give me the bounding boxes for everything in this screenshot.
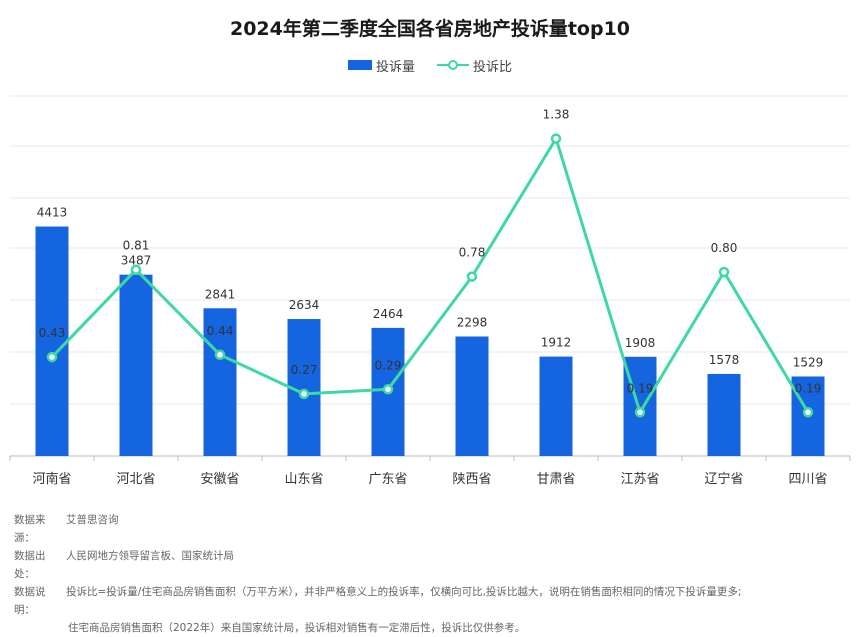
origin-text: 人民网地方领导留言板、国家统计局 [66,550,234,562]
bar-value-label: 1529 [793,355,824,369]
explain-text-1: 投诉比=投诉量/住宅商品房销售面积（万平方米），并非严格意义上的投诉率，仅横向可… [66,586,742,598]
ratio-value-label: 0.43 [39,326,66,340]
ratio-value-label: 0.44 [207,324,234,338]
bar-2[interactable] [119,274,153,456]
x-tick-label: 安徽省 [200,472,239,487]
bar-value-label: 1908 [625,336,656,350]
x-tick-label: 山东省 [284,472,323,487]
bar-9[interactable] [707,373,741,456]
origin-label: 数据出处： [14,550,46,580]
ratio-point-6[interactable] [466,271,478,282]
legend: 投诉量 投诉比 [0,56,860,75]
bar-7[interactable] [539,356,573,456]
ratio-value-label: 0.19 [795,381,822,395]
legend-line-swatch [437,60,469,70]
ratio-point-1[interactable] [46,351,58,363]
bar-value-label: 2298 [457,316,488,330]
x-tick-label: 陕西省 [452,472,491,487]
legend-label-ratio: 投诉比 [473,59,513,75]
bar-value-label: 1912 [541,336,572,350]
ratio-value-label: 0.81 [123,239,150,253]
bar-value-label: 2841 [205,287,236,301]
source-label: 数据来源： [14,514,46,544]
x-tick-label: 河北省 [116,472,155,487]
bar-value-label: 4413 [37,206,68,220]
bar-value-label: 2464 [373,307,404,321]
ratio-point-5[interactable] [382,384,394,395]
ratio-value-label: 0.78 [459,246,486,260]
ratio-line [50,137,810,414]
source-text: 艾普思咨询 [66,514,119,526]
ratio-value-label: 0.27 [291,363,318,377]
ratio-point-3[interactable] [214,349,226,361]
x-tick-label: 四川省 [788,472,827,487]
chart-plot: 4413 河南省 3487 河北省 2841 安徽省 2634 山东省 2464 广东省 2298 陕… [9,95,851,487]
ratio-point-2[interactable] [130,264,142,275]
ratio-point-9[interactable] [718,266,730,278]
legend-item-ratio[interactable]: 投诉比 [437,56,512,75]
ratio-value-label: 0.80 [711,241,738,255]
explain-label: 数据说明： [14,586,46,616]
ratio-point-4[interactable] [298,388,310,400]
legend-item-complaints[interactable]: 投诉量 [347,56,415,75]
bar-6[interactable] [455,336,489,456]
data-notes: 数据来源： 艾普思咨询 数据出处： 人民网地方领导留言板、国家统计局 数据说明：… [14,511,741,637]
bar-value-label: 1578 [709,353,740,367]
ratio-value-label: 0.19 [627,381,654,395]
bar-value-label: 2634 [289,298,320,312]
ratio-point-7[interactable] [550,133,562,144]
x-tick-label: 江苏省 [620,471,659,487]
legend-label-complaints: 投诉量 [375,59,415,75]
ratio-point-10[interactable] [802,407,814,418]
explain-text-2: 住宅商品房销售面积（2022年）来自国家统计局，投诉相对销售有一定滞后性，投诉比… [68,622,526,634]
ratio-point-8[interactable] [634,407,646,418]
bar-1[interactable] [35,226,69,456]
chart-title: 2024年第二季度全国各省房地产投诉量top10 [229,18,631,40]
x-tick-label: 辽宁省 [704,471,743,487]
ratio-value-label: 1.38 [543,108,570,122]
legend-bar-swatch [347,60,372,70]
bar-3[interactable] [203,308,237,456]
x-tick-label: 甘肃省 [536,472,575,487]
x-tick-label: 河南省 [32,471,71,487]
bar-value-label: 3487 [121,254,152,268]
ratio-value-label: 0.29 [375,358,402,372]
x-tick-label: 广东省 [368,472,407,487]
